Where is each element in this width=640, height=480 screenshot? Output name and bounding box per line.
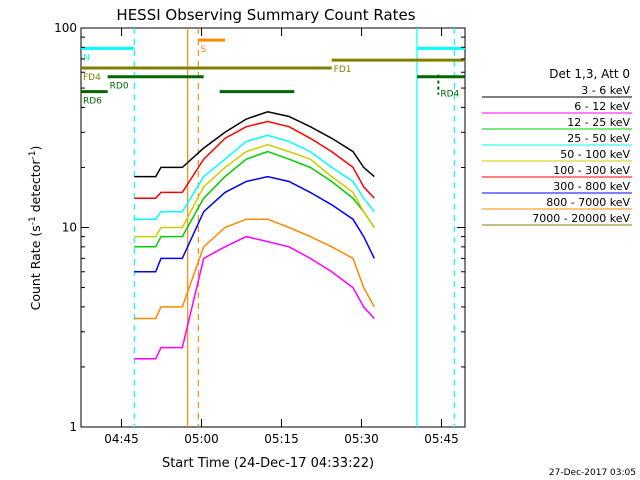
series-line xyxy=(134,235,375,360)
series-line xyxy=(134,111,375,178)
y-axis-label: Count Rate (s-1 detector-1) xyxy=(28,146,43,311)
legend-label: 25 - 50 keV xyxy=(567,132,630,145)
legend-label: 300 - 800 keV xyxy=(553,180,630,193)
plot-area: N S FD1 FD4 RD0 RD6 RD4 xyxy=(80,27,466,428)
legend: Det 1,3, Att 0 3 - 6 keV 6 - 12 keV 12 - 2… xyxy=(482,67,632,226)
flag-label: RD4 xyxy=(440,90,459,100)
series-line xyxy=(134,175,375,273)
flag-label: RD6 xyxy=(83,97,102,107)
series-line xyxy=(134,218,375,320)
y-tick-label: 1 xyxy=(69,420,77,434)
chart-title: HESSI Observing Summary Count Rates xyxy=(116,6,415,24)
footer-date: 27-Dec-2017 03:05 xyxy=(549,468,636,478)
plot-frame xyxy=(80,27,466,428)
legend-title: Det 1,3, Att 0 xyxy=(549,67,630,81)
legend-label: 800 - 7000 keV xyxy=(546,196,630,209)
flag-label: RD0 xyxy=(110,82,129,92)
x-tick-label: 04:45 xyxy=(104,432,139,446)
legend-item: 50 - 100 keV xyxy=(482,148,632,162)
series-line xyxy=(134,143,375,238)
x-axis-label: Start Time (24-Dec-17 04:33:22) xyxy=(162,456,374,471)
flag-label: N xyxy=(83,53,90,63)
legend-item: 100 - 300 keV xyxy=(482,164,632,178)
x-tick-label: 05:45 xyxy=(424,432,459,446)
legend-item: 7000 - 20000 keV xyxy=(482,212,632,226)
legend-item: 12 - 25 keV xyxy=(482,116,632,130)
y-tick-label: 100 xyxy=(54,21,77,35)
legend-item: 25 - 50 keV xyxy=(482,132,632,146)
legend-item: 800 - 7000 keV xyxy=(482,196,632,210)
legend-label: 3 - 6 keV xyxy=(581,84,630,97)
x-tick-label: 05:30 xyxy=(344,432,379,446)
series-line xyxy=(134,134,375,220)
legend-label: 6 - 12 keV xyxy=(574,100,630,113)
legend-label: 50 - 100 keV xyxy=(560,148,630,161)
legend-item: 3 - 6 keV xyxy=(482,84,632,98)
legend-item: 300 - 800 keV xyxy=(482,180,632,194)
y-tick-label: 10 xyxy=(62,221,77,235)
flag-label: S xyxy=(200,45,206,55)
series-line xyxy=(134,150,375,248)
legend-label: 7000 - 20000 keV xyxy=(532,212,630,225)
legend-item: 6 - 12 keV xyxy=(482,100,632,114)
flag-label: FD4 xyxy=(83,73,101,83)
series-line xyxy=(134,120,375,200)
y-axis: 1 10 100 xyxy=(54,21,465,434)
x-tick-label: 05:15 xyxy=(264,432,299,446)
legend-label: 12 - 25 keV xyxy=(567,116,630,129)
flag-label: FD1 xyxy=(334,65,352,75)
x-tick-label: 05:00 xyxy=(184,432,219,446)
legend-label: 100 - 300 keV xyxy=(553,164,630,177)
x-axis: 04:45 05:00 05:15 05:30 05:45 xyxy=(104,28,459,446)
